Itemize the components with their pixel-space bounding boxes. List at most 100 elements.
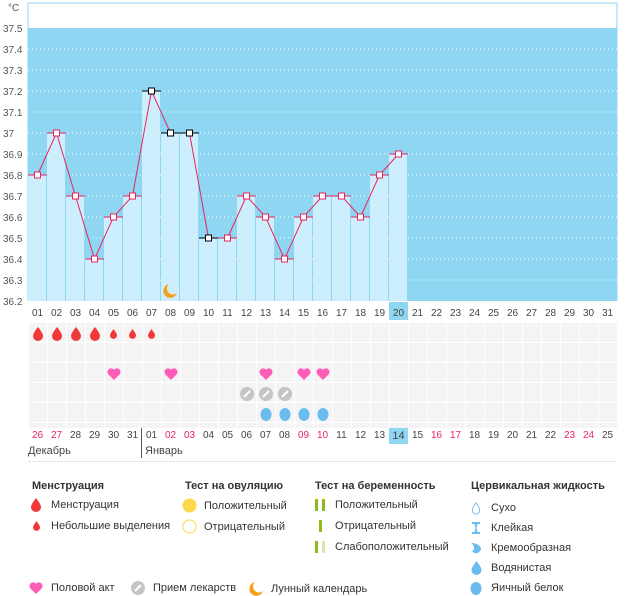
x-tick-label: 19	[374, 308, 386, 319]
temperature-point	[53, 129, 60, 137]
legend-label: Менструация	[51, 499, 119, 511]
legend-item-medication: Прием лекарств	[130, 581, 236, 595]
temperature-bar	[389, 154, 407, 301]
y-tick-label: 37.4	[3, 45, 23, 56]
temperature-point	[357, 213, 364, 221]
y-tick-label: 36.4	[3, 255, 23, 266]
y-tick-label: 37.5	[3, 24, 23, 35]
legend-label: Отрицательный	[335, 520, 416, 532]
x-tick-label: 07	[146, 308, 158, 319]
cycle-date-row: 26 27 28 29 30 31 01 02 03 04 05 06 07 08 09 10 11 12 13 14…	[28, 428, 617, 444]
month-label-january: Январь	[145, 445, 183, 457]
watery-drop-icon	[468, 561, 484, 575]
cycle-date: 30	[107, 430, 120, 441]
cycle-date: 11	[336, 430, 347, 441]
cycle-date: 04	[202, 430, 215, 441]
x-tick-label: 12	[241, 308, 253, 319]
cycle-date: 24	[582, 430, 595, 441]
temperature-bar	[85, 259, 103, 301]
one-line-icon	[312, 520, 328, 532]
unit-label: °C	[8, 3, 19, 14]
legend-item-pregnancy-weak: Слабоположительный	[312, 540, 449, 554]
legend-label: Отрицательный	[204, 520, 285, 533]
cycle-date: 17	[449, 430, 462, 441]
y-tick-label: 36.6	[3, 213, 23, 224]
temperature-point	[34, 171, 41, 179]
x-tick-label: 25	[488, 308, 500, 319]
y-tick-label: 37	[3, 129, 15, 140]
temperature-bar	[332, 196, 350, 301]
x-tick-label: 03	[70, 308, 82, 319]
egg-icon	[313, 404, 332, 424]
temperature-point	[376, 171, 383, 179]
month-separator	[141, 428, 142, 458]
temperature-chart: °C 37.5 37.4 37.3 37.2 37.1 37 36.9 36.8 36.7 36.…	[3, 2, 618, 320]
empty-circle-icon	[181, 519, 197, 534]
temperature-bar	[199, 238, 217, 301]
small-drop-icon	[28, 521, 44, 531]
cycle-date: 07	[259, 430, 272, 441]
x-tick-label: 27	[526, 308, 538, 319]
temperature-point	[395, 150, 402, 158]
x-tick-label: 17	[336, 308, 348, 319]
legend-item-spotting: Небольшие выделения	[28, 519, 170, 533]
temperature-point	[110, 213, 117, 221]
x-tick-label: 01	[32, 308, 44, 319]
temperature-bar	[123, 196, 141, 301]
cycle-date: 02	[164, 430, 177, 441]
legend-item-ovulation-positive: Положительный	[181, 498, 287, 513]
temperature-bar	[47, 133, 65, 301]
blood-drop-icon	[66, 324, 85, 344]
legend-item-pregnancy-positive: Положительный	[312, 498, 418, 512]
x-tick-label: 21	[412, 308, 424, 319]
legend-label: Лунный календарь	[271, 582, 368, 595]
legend-label: Прием лекарств	[153, 582, 237, 594]
x-tick-label: 31	[602, 308, 614, 319]
temperature-bar	[104, 217, 122, 301]
y-tick-label: 37.3	[3, 66, 23, 77]
legend-item-menstruation: Менструация	[28, 498, 119, 512]
legend-label: Положительный	[204, 499, 287, 512]
heart-icon	[256, 364, 275, 384]
x-tick-label: 18	[355, 308, 367, 319]
temperature-bar	[180, 133, 198, 301]
legend-label: Водянистая	[491, 562, 552, 574]
temperature-point	[300, 213, 307, 221]
y-tick-label: 36.7	[3, 192, 23, 203]
temperature-point	[224, 234, 231, 242]
temperature-bar	[351, 217, 369, 301]
x-tick-label: 16	[317, 308, 329, 319]
temperature-point	[338, 192, 345, 200]
legend-title-ovulation: Тест на овуляцию	[185, 480, 284, 492]
pill-icon	[275, 384, 294, 404]
legend-item-lunar: Лунный календарь	[248, 581, 367, 596]
y-tick-label: 36.2	[3, 297, 23, 308]
legend-item-creamy: Кремообразная	[468, 541, 571, 555]
cycle-date: 03	[183, 430, 196, 441]
pill-icon	[237, 384, 256, 404]
cycle-date: 08	[278, 430, 291, 441]
cycle-date: 28	[69, 430, 82, 441]
blood-drop-icon	[85, 324, 104, 344]
cycle-date: 20	[506, 430, 519, 441]
cycle-date: 05	[221, 430, 234, 441]
divider	[28, 461, 617, 462]
temperature-point	[262, 213, 269, 221]
creamy-icon	[468, 542, 484, 554]
cycle-date: 13	[373, 430, 386, 441]
pill-icon	[130, 581, 146, 595]
cycle-date: 27	[50, 430, 63, 441]
cycle-date: 18	[468, 430, 481, 441]
cycle-date: 15	[411, 430, 424, 441]
x-tick-label: 14	[279, 308, 291, 319]
y-tick-label: 36.3	[3, 276, 23, 287]
x-tick-label: 28	[545, 308, 557, 319]
legend-label: Клейкая	[491, 522, 534, 534]
egg-icon	[275, 404, 294, 424]
temperature-bar	[313, 196, 331, 301]
month-label-december: Декабрь	[28, 445, 71, 457]
temperature-point	[72, 192, 79, 200]
symptom-row	[28, 324, 617, 344]
temperature-point	[205, 234, 212, 242]
x-tick-label: 02	[51, 308, 63, 319]
